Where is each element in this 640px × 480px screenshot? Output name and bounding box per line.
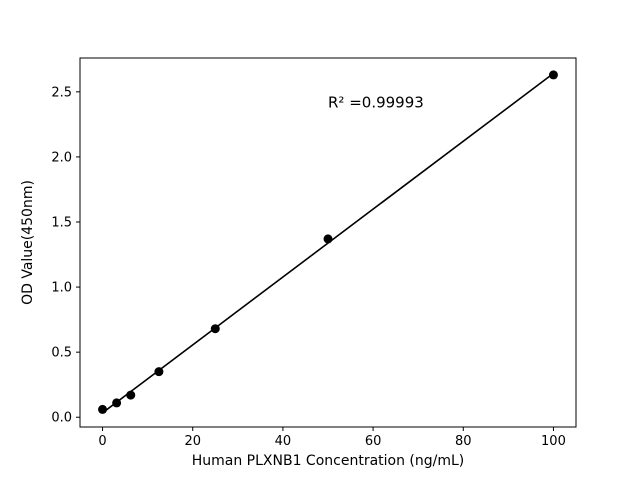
y-tick-label: 2.5 bbox=[51, 85, 72, 100]
data-point bbox=[126, 390, 136, 400]
y-tick-label: 1.0 bbox=[51, 281, 72, 296]
y-tick-label: 2.0 bbox=[51, 150, 72, 165]
x-tick-label: 20 bbox=[184, 434, 201, 449]
data-point bbox=[548, 70, 558, 80]
y-axis-label: OD Value(450nm) bbox=[20, 180, 36, 305]
x-tick-label: 100 bbox=[541, 434, 566, 449]
y-tick-label: 0.5 bbox=[51, 346, 72, 361]
x-tick-label: 0 bbox=[98, 434, 106, 449]
y-tick-label: 0.0 bbox=[51, 411, 72, 426]
data-point bbox=[323, 234, 333, 244]
x-tick-label: 40 bbox=[275, 434, 292, 449]
axes-box bbox=[79, 57, 577, 428]
data-point bbox=[210, 324, 220, 334]
data-point bbox=[98, 404, 108, 414]
data-point bbox=[154, 367, 164, 377]
x-tick-label: 60 bbox=[365, 434, 382, 449]
r-squared-annotation: R² =0.99993 bbox=[328, 93, 424, 111]
x-axis-label: Human PLXNB1 Concentration (ng/mL) bbox=[192, 453, 465, 469]
y-tick-label: 1.5 bbox=[51, 216, 72, 231]
data-point bbox=[112, 398, 122, 408]
x-tick-label: 80 bbox=[455, 434, 472, 449]
